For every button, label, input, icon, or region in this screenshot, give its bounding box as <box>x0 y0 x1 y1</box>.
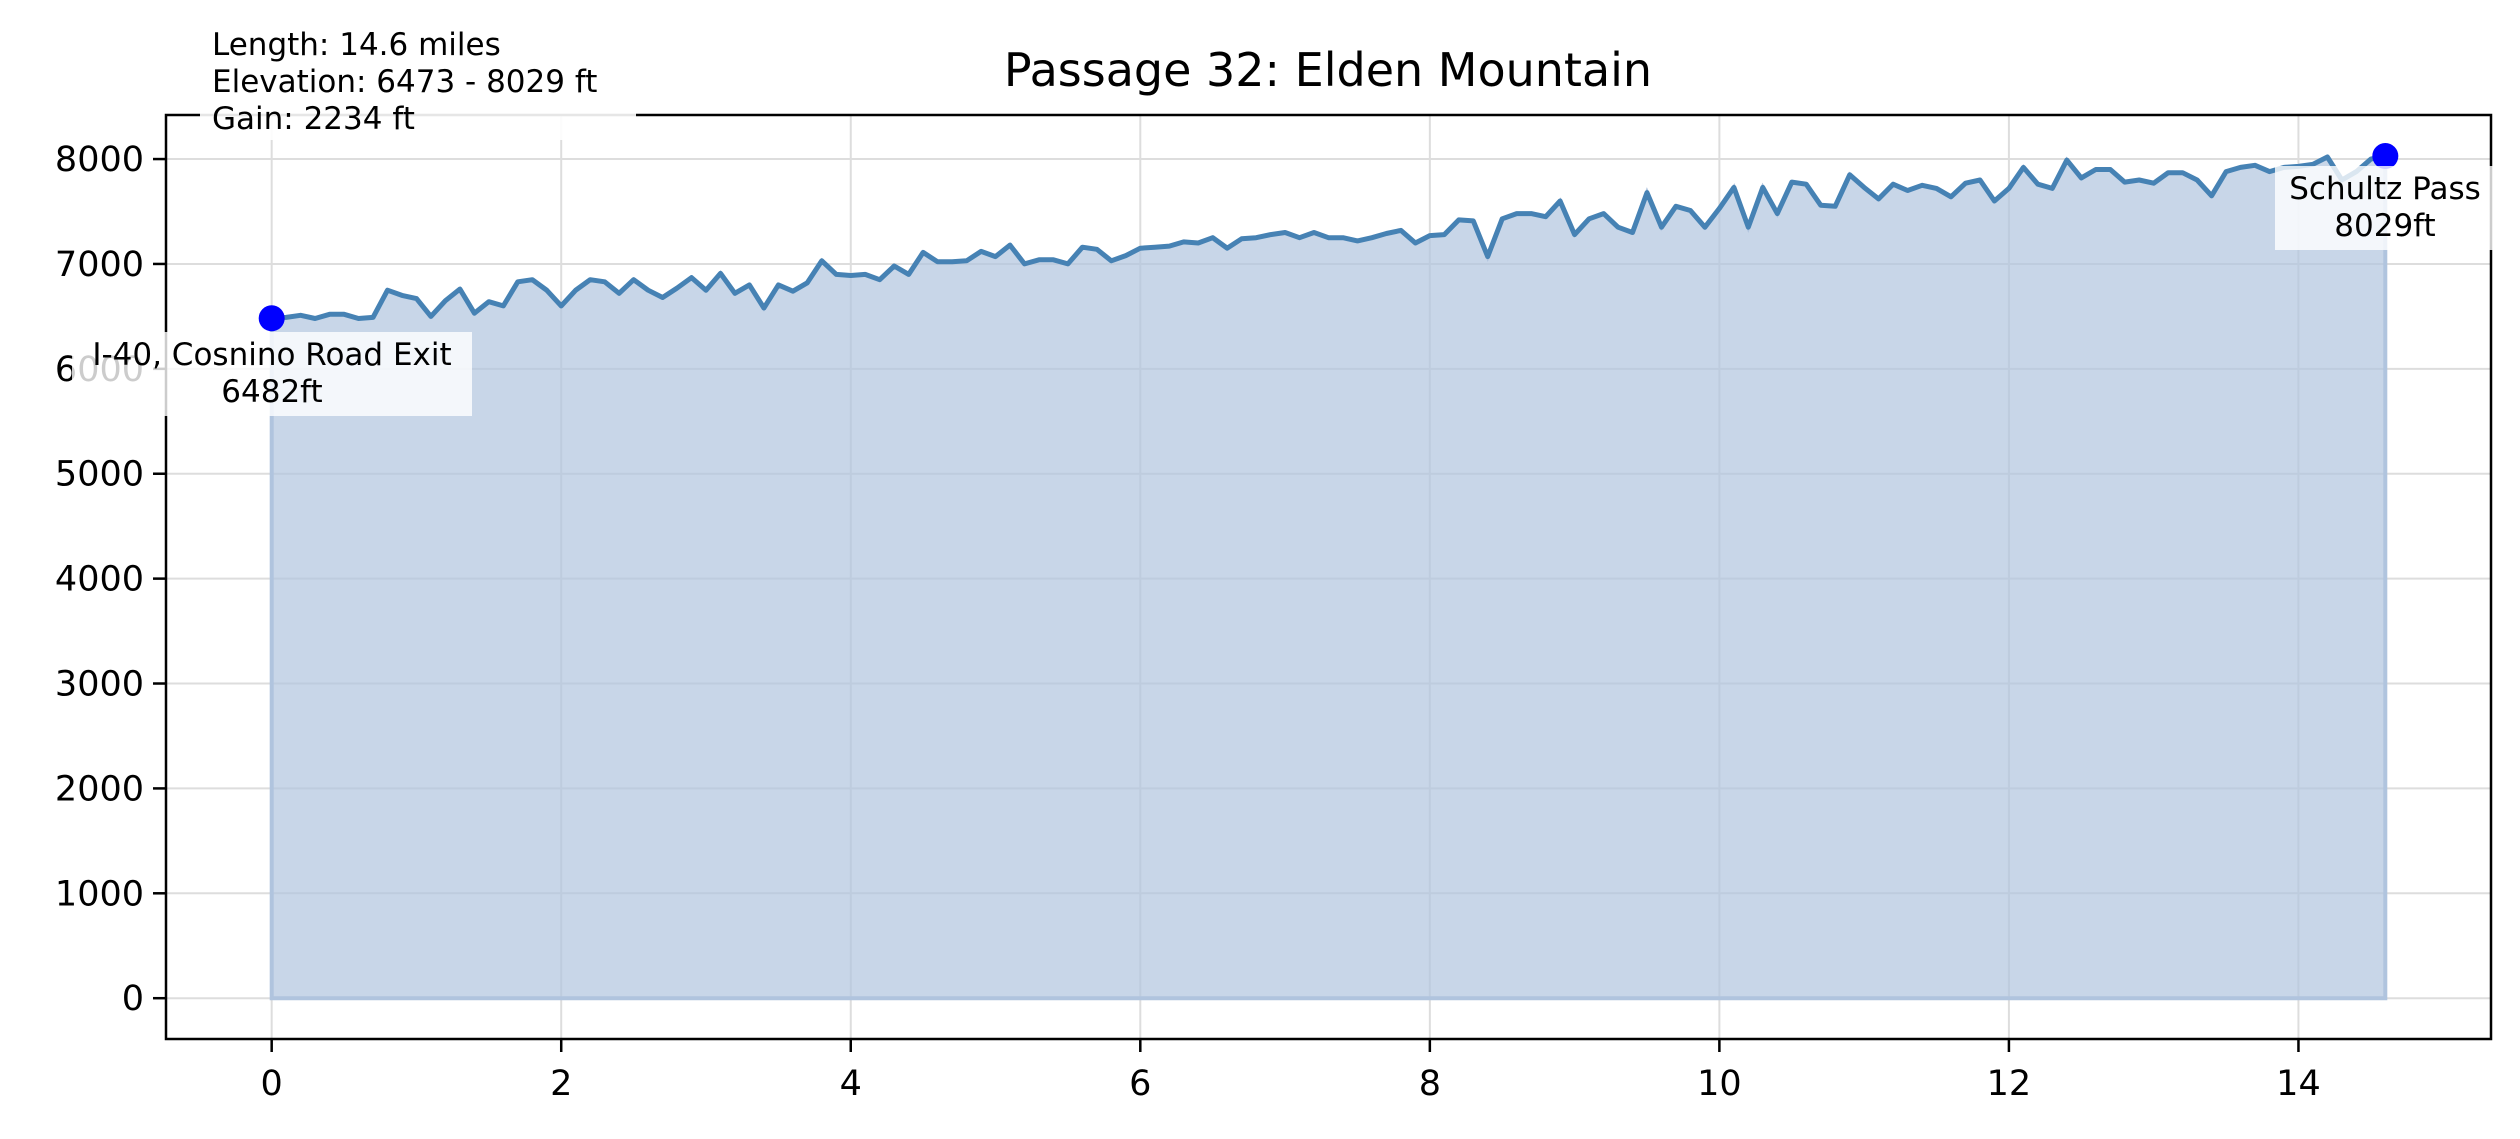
endpoint-marker <box>2372 143 2399 170</box>
x-tick-label: 2 <box>550 1064 572 1104</box>
y-tick-label: 4000 <box>55 560 144 600</box>
annotation-elevation: 6482ft <box>221 374 322 410</box>
chart-title: Passage 32: Elden Mountain <box>1004 43 1652 97</box>
y-tick-label: 0 <box>122 979 144 1019</box>
x-tick-label: 10 <box>1697 1064 1742 1104</box>
y-tick-label: 7000 <box>55 245 144 285</box>
x-tick-label: 4 <box>840 1064 862 1104</box>
annotation-box <box>72 332 472 416</box>
y-tick-label: 5000 <box>55 455 144 495</box>
info-line: Elevation: 6473 - 8029 ft <box>212 64 597 100</box>
endpoint-markers <box>258 143 2399 332</box>
x-tick-label: 12 <box>1987 1064 2032 1104</box>
y-tick-label: 1000 <box>55 874 144 914</box>
y-tick-label: 8000 <box>55 140 144 180</box>
annotation-elevation: 8029ft <box>2334 208 2435 244</box>
endpoint-marker <box>258 305 285 332</box>
elevation-line <box>271 153 2386 321</box>
x-tick-label: 0 <box>261 1064 283 1104</box>
info-line: Gain: 2234 ft <box>212 101 415 137</box>
plot-frame <box>164 113 2493 1041</box>
x-tick-label: 14 <box>2276 1064 2321 1104</box>
axis-ticks: 0246810121401000200030004000500060007000… <box>55 140 2321 1104</box>
x-tick-label: 8 <box>1419 1064 1441 1104</box>
annotation-name: Schultz Pass <box>2289 171 2481 207</box>
x-tick-label: 6 <box>1129 1064 1151 1104</box>
annotation-box <box>2275 166 2495 250</box>
y-tick-label: 2000 <box>55 769 144 809</box>
info-line: Length: 14.6 miles <box>212 27 501 63</box>
info-box-background <box>200 16 636 140</box>
annotation-name: I-40, Cosnino Road Exit <box>92 337 451 373</box>
y-tick-label: 3000 <box>55 665 144 705</box>
